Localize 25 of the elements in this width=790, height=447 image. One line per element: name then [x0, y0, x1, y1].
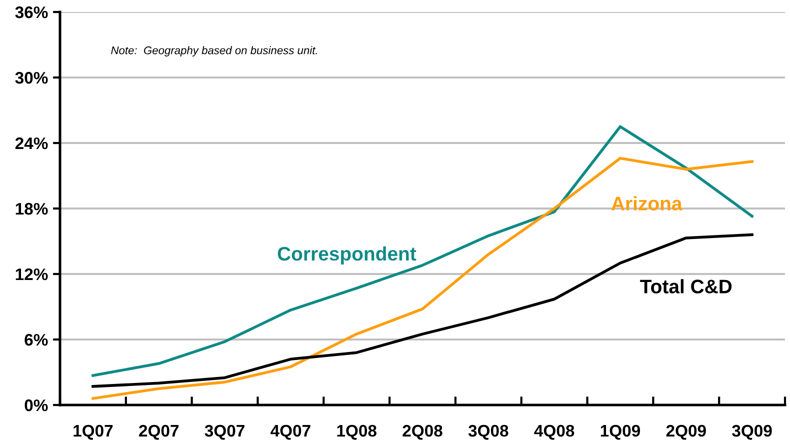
series-label: Total C&D [640, 279, 732, 294]
y-tick-label: 30% [15, 72, 48, 84]
series-label: Arizona [611, 196, 682, 210]
y-tick-label: 36% [15, 6, 48, 18]
x-tick-label: 3Q07 [204, 424, 244, 440]
x-tick-label: 4Q08 [534, 424, 574, 440]
series-label: Correspondent [278, 246, 416, 265]
y-tick-label: 18% [16, 202, 48, 215]
y-tick-label: 6% [24, 334, 48, 346]
x-tick-label: 3Q09 [732, 424, 772, 440]
y-tick-label: 0% [24, 399, 48, 412]
x-tick-label: 2Q07 [139, 424, 179, 440]
x-tick-label: 2Q08 [402, 424, 442, 440]
x-tick-label: 4Q07 [270, 424, 310, 440]
annotation: Note: Geography based on business unit. [111, 46, 317, 56]
line-series [92, 233, 754, 388]
y-tick-label: 12% [16, 268, 48, 280]
x-tick-label: 1Q09 [600, 424, 640, 440]
y-tick-label: 24% [15, 137, 48, 150]
line-series [92, 156, 754, 400]
x-tick-label: 1Q08 [337, 424, 376, 440]
x-tick-label: 2Q09 [666, 424, 706, 440]
line-series [92, 125, 754, 377]
x-tick-label: 3Q08 [468, 424, 508, 440]
x-tick-label: 1Q07 [74, 424, 113, 440]
